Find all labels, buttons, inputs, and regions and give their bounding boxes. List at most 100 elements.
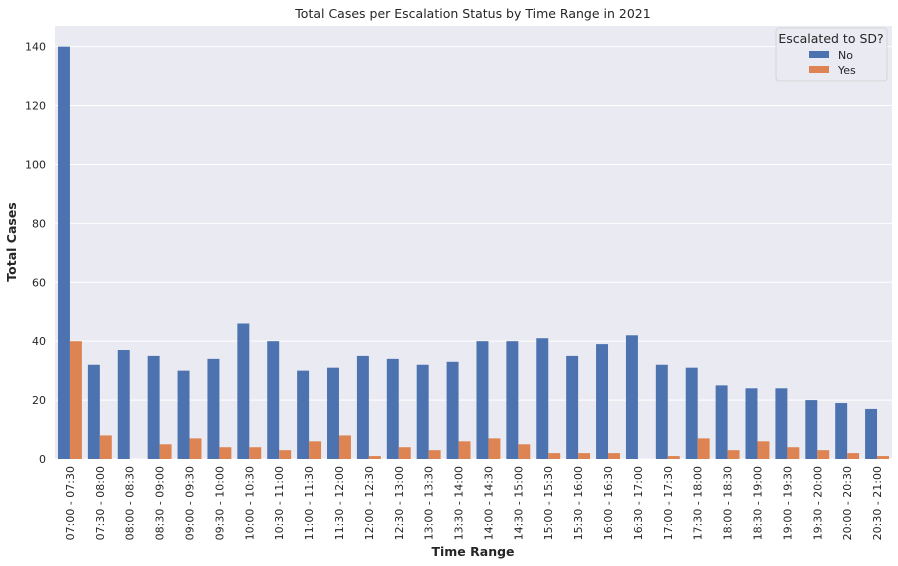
bar-yes (279, 450, 292, 459)
bar-no (57, 46, 70, 459)
x-axis-ticks: 07:00 - 07:30 07:30 - 08:00 08:00 - 08:30 0… (64, 466, 884, 540)
bar-no (446, 361, 459, 459)
legend-label-yes: Yes (837, 64, 856, 77)
plot-area (55, 26, 892, 459)
x-tick-label: 12:30 - 13:00 (393, 466, 406, 540)
bar-yes (69, 341, 82, 459)
x-tick-label: 13:00 - 13:30 (423, 466, 436, 540)
bar-yes (219, 447, 232, 459)
x-tick-label: 18:00 - 18:30 (722, 466, 735, 540)
bar-no (237, 323, 250, 459)
y-tick-label: 60 (32, 276, 46, 289)
x-tick-label: 12:00 - 12:30 (363, 466, 376, 540)
bar-yes (189, 438, 202, 459)
x-tick-label: 07:30 - 08:00 (94, 466, 107, 540)
x-tick-label: 15:30 - 16:00 (572, 466, 585, 540)
bar-yes (428, 450, 441, 459)
bar-yes (488, 438, 501, 459)
y-tick-label: 20 (32, 394, 46, 407)
bar-no (416, 364, 429, 459)
y-tick-label: 120 (25, 100, 46, 113)
x-tick-label: 08:30 - 09:00 (154, 466, 167, 540)
x-tick-label: 19:00 - 19:30 (781, 466, 794, 540)
bar-no (356, 355, 369, 459)
bar-no (835, 403, 848, 459)
bar-no (865, 408, 878, 459)
x-tick-label: 20:00 - 20:30 (841, 466, 854, 540)
bar-yes (727, 450, 740, 459)
x-tick-label: 07:00 - 07:30 (64, 466, 77, 540)
x-tick-label: 11:30 - 12:00 (333, 466, 346, 540)
x-tick-label: 14:00 - 14:30 (482, 466, 495, 540)
y-tick-label: 0 (39, 453, 46, 466)
bar-no (87, 364, 100, 459)
x-tick-label: 11:00 - 11:30 (303, 466, 316, 540)
bar-no (805, 400, 818, 459)
bar-yes (159, 444, 172, 459)
bar-yes (697, 438, 710, 459)
x-tick-label: 09:30 - 10:00 (213, 466, 226, 540)
bar-yes (817, 450, 830, 459)
x-axis-label: Time Range (431, 544, 514, 559)
x-tick-label: 14:30 - 15:00 (512, 466, 525, 540)
y-tick-label: 100 (25, 158, 46, 171)
legend: Escalated to SD? No Yes (775, 27, 888, 82)
bar-yes (249, 447, 262, 459)
bar-yes (548, 453, 561, 459)
bar-no (327, 367, 339, 459)
y-axis-label: Total Cases (4, 202, 19, 281)
bar-yes (309, 441, 322, 459)
bar-no (655, 364, 668, 459)
bar-yes (608, 453, 620, 459)
bar-yes (877, 456, 890, 459)
bar-no (147, 355, 160, 459)
bar-yes (518, 444, 531, 459)
bar-yes (99, 435, 112, 459)
y-tick-label: 80 (32, 217, 46, 230)
chart-title: Total Cases per Escalation Status by Tim… (294, 6, 650, 21)
bar-no (596, 344, 609, 459)
bar-no (386, 358, 399, 459)
bar-no (625, 335, 638, 459)
bar-yes (398, 447, 411, 459)
legend-box (775, 27, 888, 82)
x-tick-label: 09:00 - 09:30 (184, 466, 197, 540)
x-tick-label: 13:30 - 14:00 (453, 466, 466, 540)
y-tick-label: 40 (32, 335, 46, 348)
bar-no (536, 338, 549, 459)
bar-no (715, 385, 728, 459)
x-tick-label: 18:30 - 19:00 (751, 466, 764, 540)
bar-yes (368, 456, 381, 459)
bar-no (566, 355, 579, 459)
legend-label-no: No (838, 49, 853, 62)
y-tick-label: 140 (25, 41, 46, 54)
x-tick-label: 16:00 - 16:30 (602, 466, 615, 540)
bar-yes (787, 447, 800, 459)
bar-no (117, 350, 130, 459)
x-tick-label: 10:30 - 11:00 (273, 466, 286, 540)
bar-no (685, 367, 698, 459)
x-tick-label: 17:00 - 17:30 (662, 466, 675, 540)
bar-yes (847, 453, 860, 459)
bar-no (745, 388, 758, 459)
bar-no (177, 370, 190, 459)
x-tick-label: 08:00 - 08:30 (124, 466, 137, 540)
bar-yes (458, 441, 471, 459)
bar-no (506, 341, 519, 459)
bar-yes (338, 435, 351, 459)
bar-no (207, 358, 220, 459)
x-tick-label: 16:30 - 17:00 (632, 466, 645, 540)
bar-no (775, 388, 788, 459)
bar-no (267, 341, 280, 459)
x-tick-label: 15:00 - 15:30 (542, 466, 555, 540)
x-tick-label: 10:00 - 10:30 (243, 466, 256, 540)
bar-no (297, 370, 310, 459)
legend-title: Escalated to SD? (778, 31, 883, 46)
x-tick-label: 20:30 - 21:00 (871, 466, 884, 540)
y-axis-ticks: 0 20 40 60 80 100 120 140 (25, 41, 46, 466)
bars (57, 46, 890, 459)
x-tick-label: 17:30 - 18:00 (692, 466, 705, 540)
bar-yes (757, 441, 770, 459)
legend-swatch-no (809, 51, 829, 58)
